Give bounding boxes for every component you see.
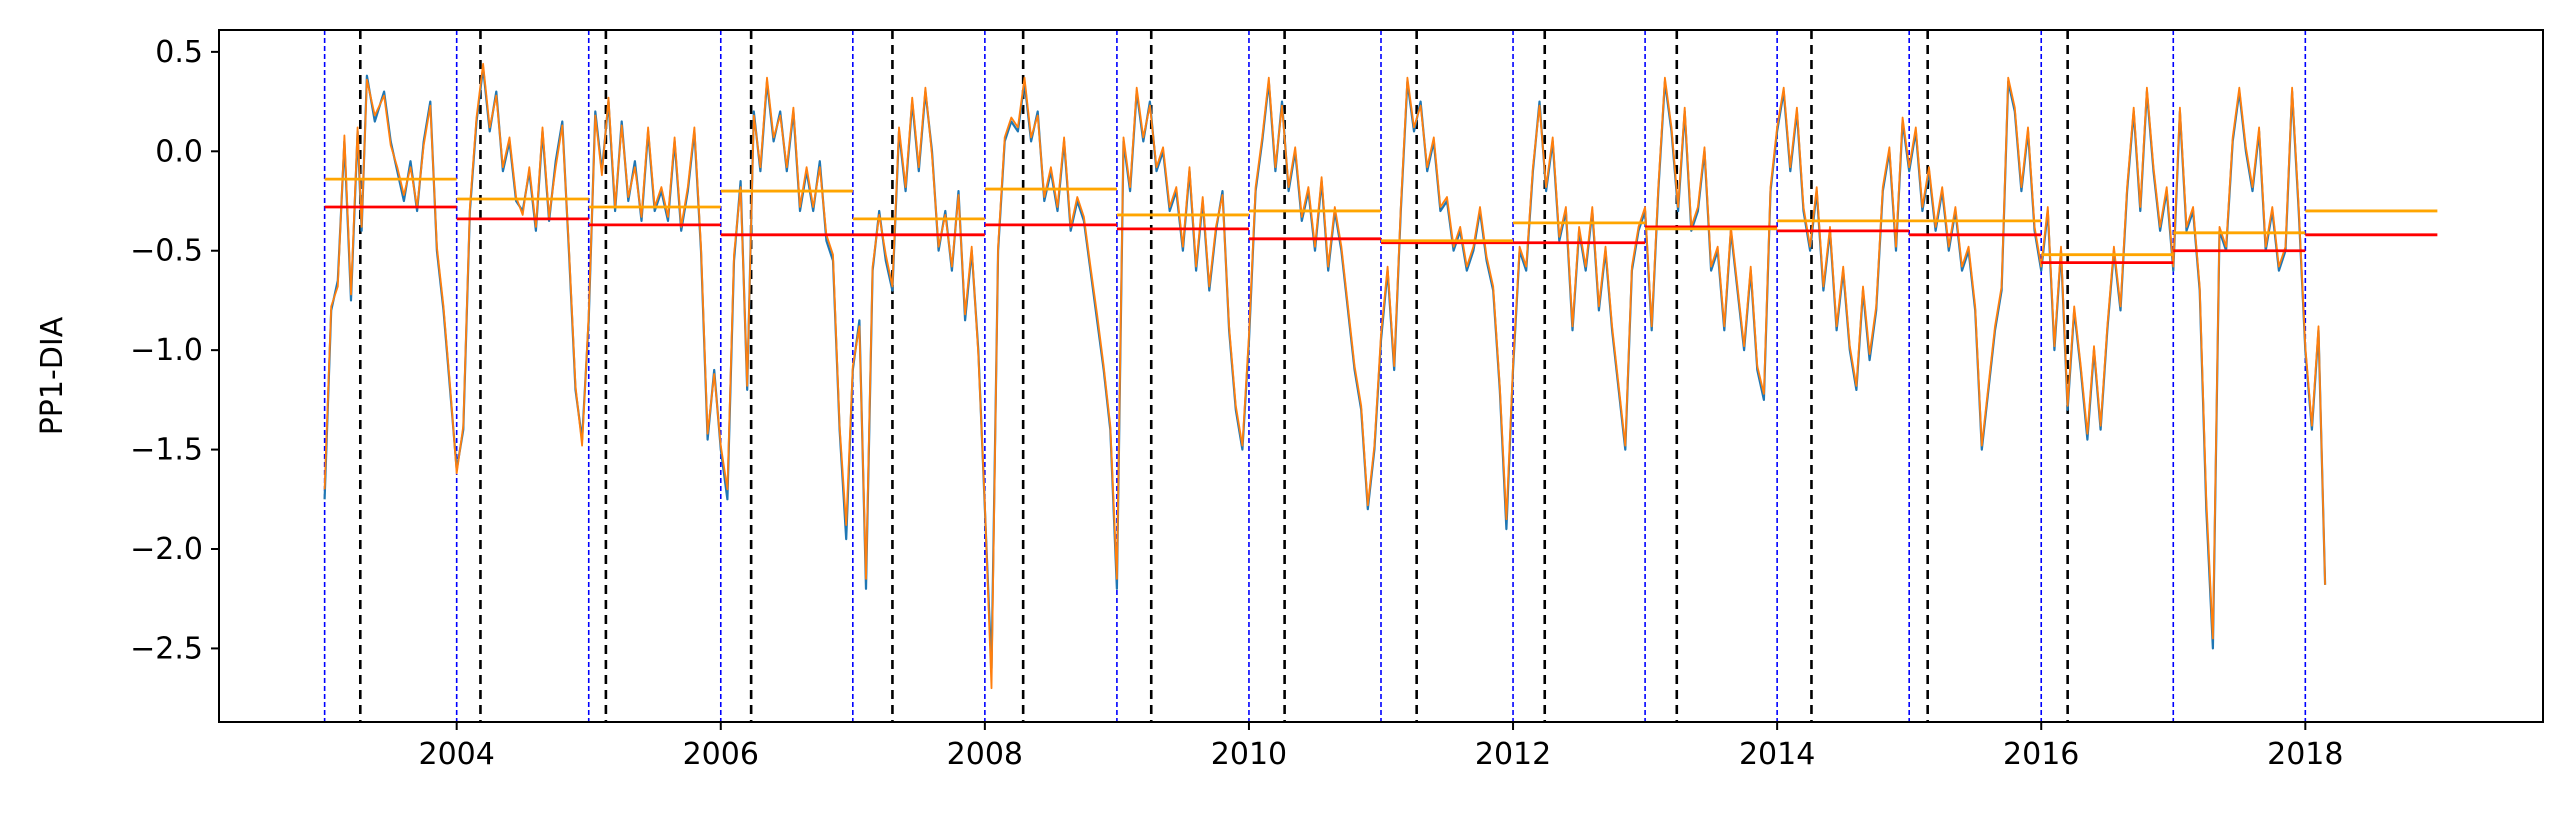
series-lines [323, 62, 2327, 690]
plot-area [323, 30, 2438, 722]
y-tick-label: 0.5 [155, 35, 203, 70]
y-tick-label: 0.0 [155, 134, 203, 169]
x-tick-label: 2010 [1211, 737, 1287, 772]
x-tick-label: 2004 [419, 737, 495, 772]
x-tick-label: 2008 [947, 737, 1023, 772]
y-tick-label: −1.5 [130, 433, 203, 468]
x-tick-label: 2012 [1475, 737, 1551, 772]
y-tick-label: −2.5 [130, 631, 203, 666]
x-tick-label: 2014 [1739, 737, 1815, 772]
axes-frame [218, 29, 2544, 723]
y-tick-label: −1.0 [130, 333, 203, 368]
y-axis-ticks: 0.5 0.0 −0.5 −1.0 −1.5 −2.0 −2.5 [130, 35, 219, 666]
x-tick-label: 2018 [2267, 737, 2343, 772]
x-axis-ticks: 2004 2006 2008 2010 2012 2014 2016 2018 [419, 722, 2343, 772]
event-lines [358, 30, 2069, 722]
annual-mean-lines [324, 177, 2438, 265]
x-tick-label: 2016 [2003, 737, 2079, 772]
y-tick-label: −0.5 [130, 234, 203, 269]
x-tick-label: 2006 [683, 737, 759, 772]
series-line-modeled [323, 62, 2326, 690]
y-tick-label: −2.0 [130, 532, 203, 567]
y-axis-label: PP1-DIA [35, 316, 70, 435]
